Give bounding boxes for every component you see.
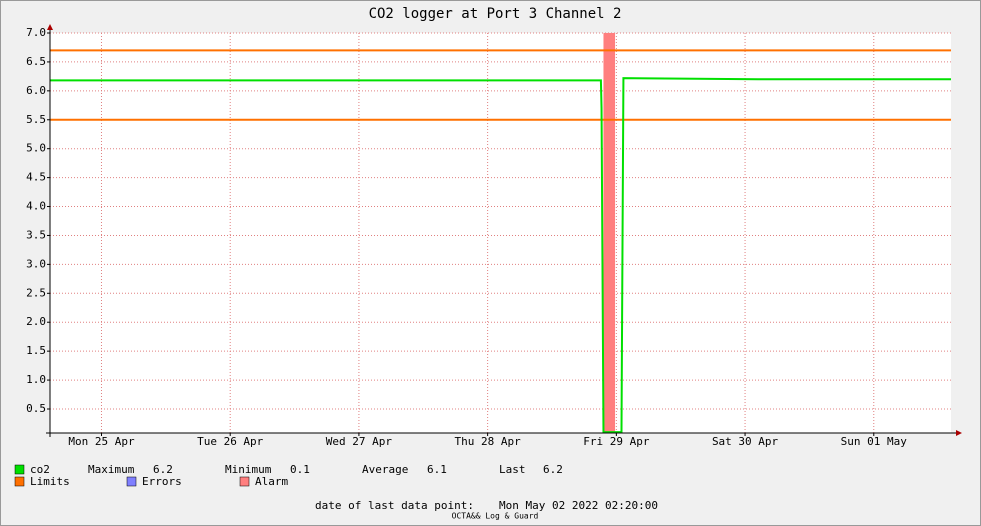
y-tick-label: 6.0	[26, 84, 46, 97]
stat-value: 6.2	[543, 463, 563, 476]
x-tick-label: Sun 01 May	[841, 435, 908, 448]
plot	[50, 32, 951, 434]
y-tick-label: 1.0	[26, 373, 46, 386]
y-tick-label: 6.5	[26, 55, 46, 68]
legend-swatch	[126, 476, 137, 487]
series-line	[50, 77, 951, 434]
footer-value: Mon May 02 2022 02:20:00	[499, 499, 658, 512]
y-tick-label: 4.0	[26, 200, 46, 213]
y-arrow	[47, 24, 53, 30]
y-tick-label: 5.5	[26, 113, 46, 126]
alarm-span	[603, 33, 616, 433]
watermark: OCTA&& Log & Guard	[452, 512, 539, 521]
y-tick-label: 1.5	[26, 344, 46, 357]
stat-value: 6.2	[153, 463, 173, 476]
y-tick-label: 7.0	[26, 26, 46, 39]
legend-label: Alarm	[255, 475, 288, 488]
legend-label: co2	[30, 463, 50, 476]
plot-area	[50, 33, 951, 433]
chart-title: CO2 logger at Port 3 Channel 2	[369, 6, 622, 22]
x-tick-label: Tue 26 Apr	[197, 435, 264, 448]
stat-label: Average	[362, 463, 408, 476]
stat-label: Last	[499, 463, 526, 476]
legend-swatch	[14, 476, 25, 487]
y-tick-label: 3.5	[26, 228, 46, 241]
y-tick-label: 0.5	[26, 402, 46, 415]
x-tick-label: Sat 30 Apr	[712, 435, 779, 448]
y-tick-label: 3.0	[26, 257, 46, 270]
y-tick-label: 5.0	[26, 142, 46, 155]
legend-swatch	[14, 464, 25, 475]
x-tick-label: Fri 29 Apr	[583, 435, 650, 448]
x-tick-label: Thu 28 Apr	[455, 435, 522, 448]
legend-label: Limits	[30, 475, 70, 488]
y-tick-label: 2.0	[26, 315, 46, 328]
x-arrow	[956, 430, 962, 436]
stat-value: 6.1	[427, 463, 447, 476]
stat-label: Minimum	[225, 463, 272, 476]
y-tick-label: 4.5	[26, 171, 46, 184]
stat-value: 0.1	[290, 463, 310, 476]
footer-label: date of last data point:	[315, 499, 474, 512]
legend-label: Errors	[142, 475, 182, 488]
x-tick-label: Wed 27 Apr	[326, 435, 393, 448]
x-tick-label: Mon 25 Apr	[68, 435, 135, 448]
legend-swatch	[239, 476, 250, 487]
stat-label: Maximum	[88, 463, 135, 476]
y-tick-label: 2.5	[26, 286, 46, 299]
